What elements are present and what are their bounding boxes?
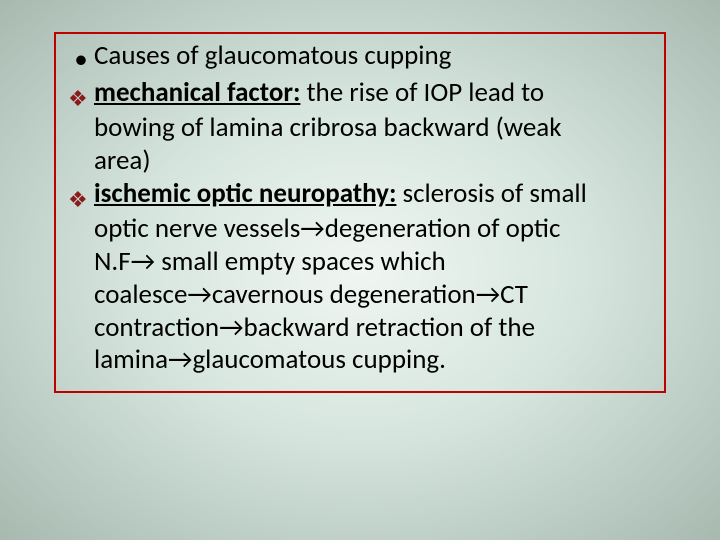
item1-label: mechanical factor: [94, 76, 300, 109]
item1-text: mechanical factor: the rise of IOP lead … [94, 77, 644, 110]
round-bullet: • [68, 40, 94, 77]
diamond-bullet-icon: ❖ [68, 77, 94, 112]
item1-cont-c: area) [68, 145, 644, 178]
item2-cont-d: coalesce→cavernous degeneration→CT [68, 279, 644, 312]
item2-cont-b: optic nerve vessels→degeneration of opti… [68, 213, 644, 246]
title-row: • Causes of glaucomatous cupping [68, 40, 644, 77]
item1-rest-a: the rise of IOP lead to [300, 76, 544, 109]
item2-cont-e: contraction→backward retraction of the [68, 312, 644, 345]
item2-text: ischemic optic neuropathy: sclerosis of … [94, 178, 644, 211]
item2-rest-a: sclerosis of small [396, 177, 586, 210]
content-box: • Causes of glaucomatous cupping ❖ mecha… [54, 32, 666, 393]
item1-cont-b: bowing of lamina cribrosa backward (weak [68, 112, 644, 145]
item2-cont-c: N.F→ small empty spaces which [68, 246, 644, 279]
item2-label: ischemic optic neuropathy: [94, 177, 396, 210]
diamond-bullet-icon: ❖ [68, 178, 94, 213]
item1-row: ❖ mechanical factor: the rise of IOP lea… [68, 77, 644, 112]
title-text: Causes of glaucomatous cupping [94, 40, 644, 73]
slide: • Causes of glaucomatous cupping ❖ mecha… [0, 0, 720, 540]
item2-cont-f: lamina→glaucomatous cupping. [68, 344, 644, 377]
item2-row: ❖ ischemic optic neuropathy: sclerosis o… [68, 178, 644, 213]
